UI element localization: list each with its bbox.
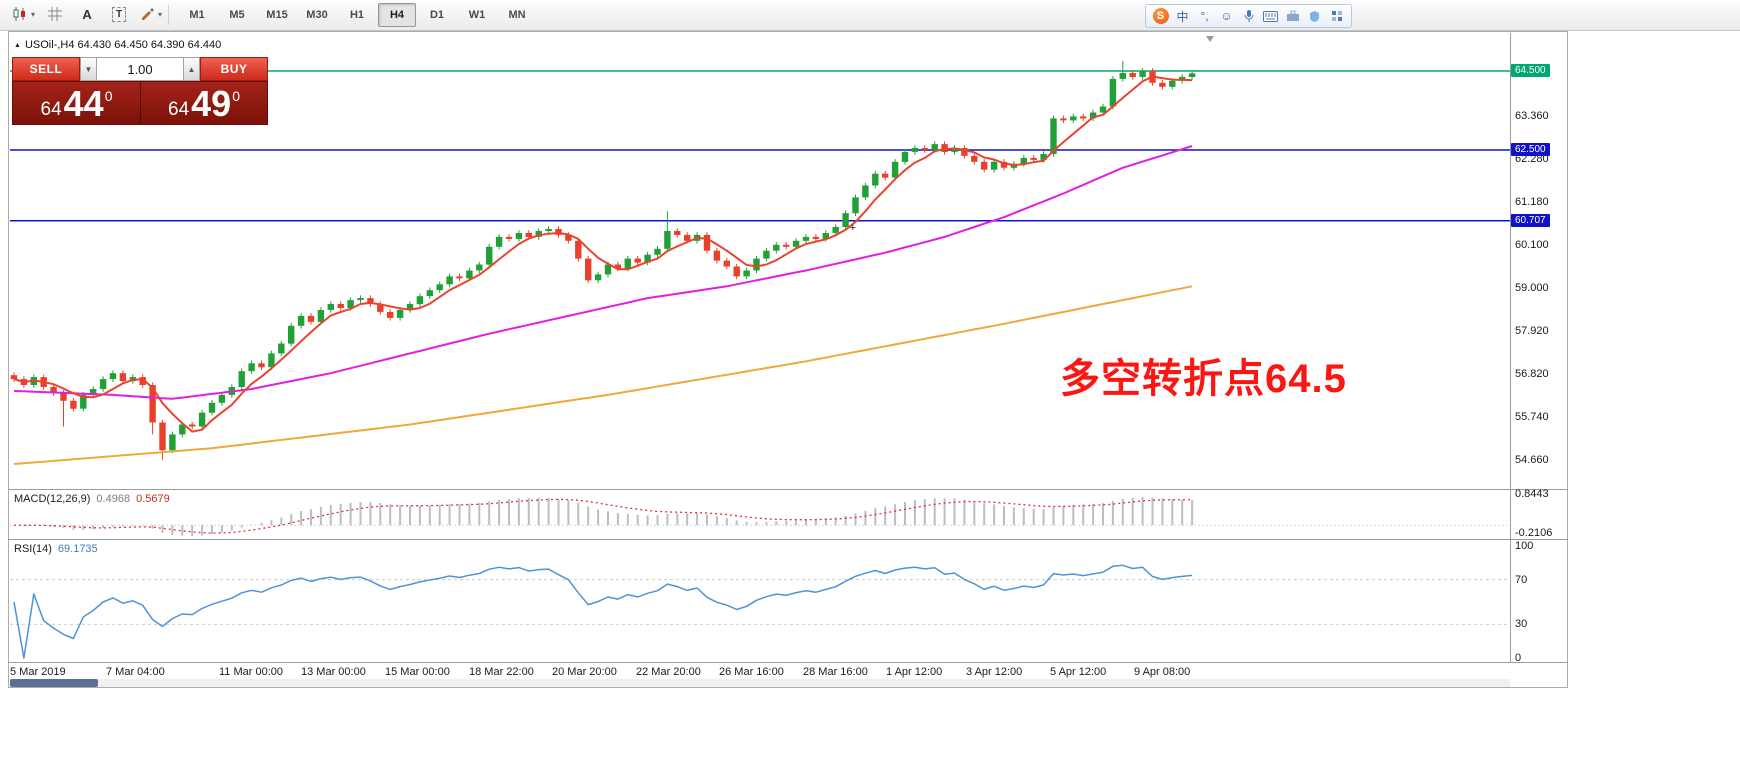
bid-price-big: 44 [63,83,104,125]
text-box-icon[interactable]: T [104,3,134,25]
text-label-icon[interactable]: A [82,6,92,22]
time-axis-label: 15 Mar 00:00 [385,666,450,678]
rsi-axis-label: 30 [1515,618,1528,631]
bid-price-head: 64 [40,99,62,120]
main-toolbar: ▾ A T ▾ M1 M5 M15 M30 H1 H4 D1 W1 MN S 中 °, ☺ [0,0,1740,31]
ask-price-sup: 0 [232,88,240,104]
ask-price-big: 49 [191,83,232,125]
bid-price-sup: 0 [104,88,113,104]
panel-separator[interactable] [8,539,1568,540]
price-axis-label: 60.100 [1515,238,1549,251]
rsi-name: RSI(14) [14,543,52,555]
timeframe-button-m1[interactable]: M1 [189,9,205,21]
price-axis-separator [1510,33,1511,662]
timeframe-group: M1 M5 M15 M30 H1 H4 D1 W1 MN [178,3,536,27]
time-axis-label: 22 Mar 20:00 [636,666,701,678]
time-axis-label: 13 Mar 00:00 [301,666,366,678]
sell-button[interactable]: SELL [12,57,80,81]
sogou-logo-icon[interactable]: S [1151,7,1170,25]
volume-down-button[interactable]: ▼ [80,57,97,81]
time-axis-label: 9 Apr 08:00 [1134,666,1191,678]
drawing-tools-icon[interactable]: ▾ [136,3,166,25]
volume-input[interactable] [97,57,183,81]
timeframe-button-d1[interactable]: D1 [429,9,445,21]
chinese-mode-icon[interactable]: 中 [1176,9,1189,24]
rsi-axis-label: 70 [1515,573,1528,586]
shield-icon[interactable] [1305,7,1324,25]
horizontal-scrollbar[interactable] [10,679,1510,687]
price-axis-label: 63.360 [1515,110,1549,123]
price-axis-label: 59.000 [1515,282,1549,295]
price-level-badge: 62.500 [1511,143,1550,156]
panel-separator [8,662,1568,663]
one-click-trading-panel: SELL ▼ ▲ BUY 64 44 0 64 49 0 [12,57,268,125]
price-chart-canvas[interactable]: + [10,33,1510,490]
rsi-axis-label: 0 [1515,652,1522,664]
time-axis-label: 7 Mar 04:00 [106,666,165,678]
timeframe-button-w1[interactable]: W1 [468,9,486,21]
timeframe-button-mn[interactable]: MN [508,9,526,21]
bid-ask-display: 64 44 0 64 49 0 [12,81,268,125]
panel-separator[interactable] [8,489,1568,490]
symbol-marker-icon: ▲ [14,41,21,49]
rsi-label: RSI(14) 69.1735 [14,543,98,555]
svg-text:+: + [850,222,856,234]
macd-axis-label: 0.8443 [1515,487,1549,500]
timeframe-button-h4[interactable]: H4 [378,3,416,27]
bid-price[interactable]: 64 44 0 [13,82,140,124]
ask-price-head: 64 [168,99,190,120]
macd-signal-value: 0.5679 [136,493,170,505]
toolbar-separator [168,5,169,25]
timeframe-button-m5[interactable]: M5 [229,9,245,21]
symbol-info-line: ▲ USOil-,H4 64.430 64.450 64.390 64.440 [14,39,221,51]
mic-icon[interactable] [1239,7,1258,25]
timeframe-button-h1[interactable]: H1 [349,9,365,21]
trade-controls-row: SELL ▼ ▲ BUY [12,57,268,81]
toolbar-left-group: ▾ A T ▾ [8,3,166,25]
price-level-badge: 64.500 [1511,64,1550,77]
macd-panel-canvas[interactable] [10,490,1510,540]
price-axis-label: 57.920 [1515,324,1549,337]
time-axis-label: 26 Mar 16:00 [719,666,784,678]
time-axis-label: 28 Mar 16:00 [803,666,868,678]
macd-axis-label: -0.2106 [1515,526,1553,539]
price-axis-label: 55.740 [1515,411,1549,424]
time-axis-label: 3 Apr 12:00 [966,666,1023,678]
timeframe-button-m30[interactable]: M30 [306,9,328,21]
ime-toolbar: S 中 °, ☺ [1145,4,1352,28]
price-axis-label: 61.180 [1515,196,1549,209]
chart-annotation-text: 多空转折点64.5 [1060,357,1347,401]
price-axis-label: 56.820 [1515,368,1549,381]
ask-price[interactable]: 64 49 0 [140,82,267,124]
price-axis-label: 54.660 [1515,453,1549,466]
rsi-value: 69.1735 [57,543,98,555]
time-axis-label: 20 Mar 20:00 [552,666,617,678]
time-axis-label: 5 Mar 2019 [10,666,66,678]
punctuation-icon[interactable]: °, [1200,9,1209,23]
apps-grid-icon[interactable] [1327,7,1346,25]
toolbox-icon[interactable] [1283,7,1302,25]
time-axis-label: 18 Mar 22:00 [469,666,534,678]
macd-main-value: 0.4968 [96,493,131,505]
emoji-icon[interactable]: ☺ [1220,9,1233,23]
time-axis-label: 1 Apr 12:00 [886,666,943,678]
scrollbar-thumb[interactable] [10,679,98,687]
rsi-axis-label: 100 [1515,540,1534,552]
macd-name: MACD(12,26,9) [14,493,91,505]
timeframe-button-m15[interactable]: M15 [266,9,288,21]
volume-up-button[interactable]: ▲ [183,57,200,81]
rsi-panel-canvas[interactable] [10,540,1510,662]
chart-type-icon[interactable]: ▾ [8,3,38,25]
time-axis-label: 11 Mar 00:00 [219,666,284,678]
symbol-ohlc-text: USOil-,H4 64.430 64.450 64.390 64.440 [24,39,222,51]
macd-label: MACD(12,26,9) 0.4968 0.5679 [14,493,170,505]
indicator-grid-icon[interactable] [40,3,70,25]
time-axis-label: 5 Apr 12:00 [1050,666,1107,678]
buy-button[interactable]: BUY [200,57,268,81]
keyboard-icon[interactable] [1261,7,1280,25]
price-level-badge: 60.707 [1511,213,1550,227]
